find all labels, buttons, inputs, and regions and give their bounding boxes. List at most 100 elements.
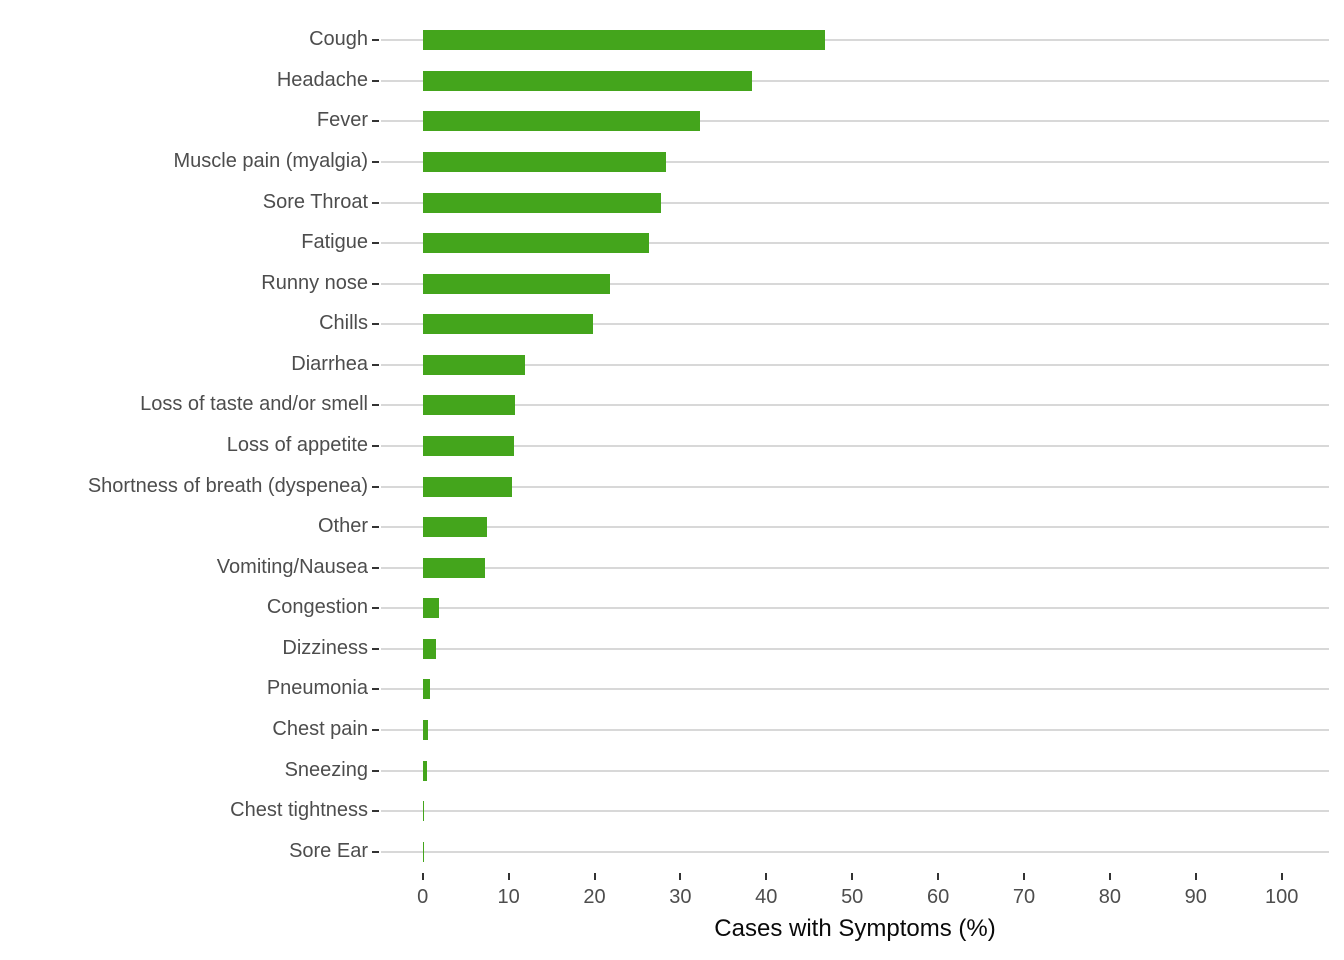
gridline	[381, 810, 1329, 813]
y-axis-tick	[372, 79, 379, 82]
bar	[422, 111, 701, 132]
bar-row	[381, 791, 1329, 832]
bar	[422, 233, 649, 254]
y-axis-tick	[372, 688, 379, 691]
y-axis-tick	[372, 39, 379, 42]
gridline	[381, 160, 1329, 163]
x-axis-tick-label: 100	[1265, 886, 1299, 908]
y-axis-tick	[372, 607, 379, 610]
plot-panel	[381, 20, 1329, 872]
bar-row	[381, 426, 1329, 467]
gridline	[381, 607, 1329, 610]
y-axis: Cough Headache Fever Muscle pain (myalgia) S…	[0, 20, 381, 872]
y-axis-label: Sore Ear	[289, 839, 368, 862]
y-axis-label: Sore Throat	[262, 190, 368, 213]
x-axis-tick-label: 70	[1012, 886, 1036, 908]
gridline	[381, 363, 1329, 366]
gridline	[381, 120, 1329, 123]
bar-row	[381, 547, 1329, 588]
y-axis-label: Muscle pain (myalgia)	[173, 150, 368, 172]
y-axis-tick	[372, 526, 379, 529]
gridline	[381, 282, 1329, 285]
y-axis-label: Fever	[316, 109, 368, 132]
bar-row	[381, 710, 1329, 751]
bar-row	[381, 304, 1329, 345]
x-axis: 0 10 20 30 40 50 60 70 80 90 100	[381, 872, 1329, 922]
bar-row	[381, 182, 1329, 223]
bar	[422, 30, 825, 51]
y-axis-tick	[372, 485, 379, 488]
y-axis-tick	[372, 810, 379, 813]
x-axis-tick-label: 20	[583, 886, 606, 908]
y-axis-label: Loss of appetite	[226, 434, 368, 456]
bar	[422, 314, 593, 335]
bar	[422, 638, 437, 659]
y-axis-tick	[372, 161, 379, 163]
y-axis-label: Runny nose	[261, 271, 368, 294]
bar	[422, 517, 488, 538]
bar-row	[381, 750, 1329, 791]
bar	[422, 395, 515, 416]
y-axis-tick	[372, 363, 379, 366]
bar	[422, 192, 661, 213]
x-axis-tick-label: 90	[1184, 886, 1207, 908]
bar-row	[381, 669, 1329, 710]
bar	[422, 679, 430, 700]
gridline	[381, 444, 1329, 447]
y-axis-tick	[372, 323, 379, 326]
x-axis-tick	[851, 873, 854, 880]
gridline	[381, 404, 1329, 407]
x-axis-tick	[507, 873, 510, 880]
y-axis-tick	[372, 647, 379, 650]
bar	[422, 151, 666, 172]
y-axis-label: Cough	[309, 28, 368, 51]
x-axis-tick	[1023, 873, 1025, 880]
y-axis-tick	[372, 445, 379, 447]
x-axis-tick	[1280, 873, 1283, 880]
bar-row	[381, 345, 1329, 386]
x-axis-tick	[1194, 873, 1197, 880]
y-axis-tick	[372, 566, 379, 569]
bar	[422, 70, 752, 91]
x-axis-title: Cases with Symptoms (%)	[714, 915, 996, 942]
x-axis-tick-label: 0	[417, 886, 429, 908]
y-axis-tick	[372, 201, 379, 204]
x-axis-tick-label: 50	[841, 886, 864, 908]
x-axis-tick-label: 40	[755, 886, 778, 908]
y-axis-tick	[372, 769, 379, 772]
bar	[422, 273, 610, 294]
y-axis-label: Other	[317, 515, 368, 538]
y-axis-tick	[372, 120, 379, 123]
y-axis-label: Vomiting/Nausea	[216, 555, 368, 578]
x-axis-tick	[765, 873, 768, 880]
y-axis-tick	[372, 850, 379, 853]
y-axis-label: Diarrhea	[291, 352, 368, 375]
bar	[422, 719, 428, 740]
bar	[422, 557, 486, 578]
gridline	[381, 769, 1329, 772]
x-axis-tick	[593, 873, 596, 880]
y-axis-label: Pneumonia	[266, 677, 368, 700]
y-axis-label: Fatigue	[301, 231, 368, 254]
y-axis-label: Sneezing	[284, 758, 368, 781]
gridline	[381, 526, 1329, 529]
y-axis-tick	[372, 282, 379, 285]
gridline	[381, 79, 1329, 82]
gridline	[381, 201, 1329, 204]
y-axis-label: Chest tightness	[230, 799, 368, 822]
x-axis-tick	[421, 873, 424, 880]
gridline	[381, 242, 1329, 245]
y-axis-label: Dizziness	[282, 636, 368, 659]
bar	[422, 354, 525, 375]
gridline	[381, 647, 1329, 650]
bar-row	[381, 263, 1329, 304]
y-axis-label: Headache	[276, 68, 368, 91]
gridline	[381, 688, 1329, 691]
y-axis-label: Shortness of breath (dyspenea)	[87, 474, 368, 497]
gridline	[381, 728, 1329, 731]
bar	[422, 760, 428, 781]
bar-row	[381, 101, 1329, 142]
bar-row	[381, 61, 1329, 102]
x-axis-tick	[937, 873, 940, 880]
